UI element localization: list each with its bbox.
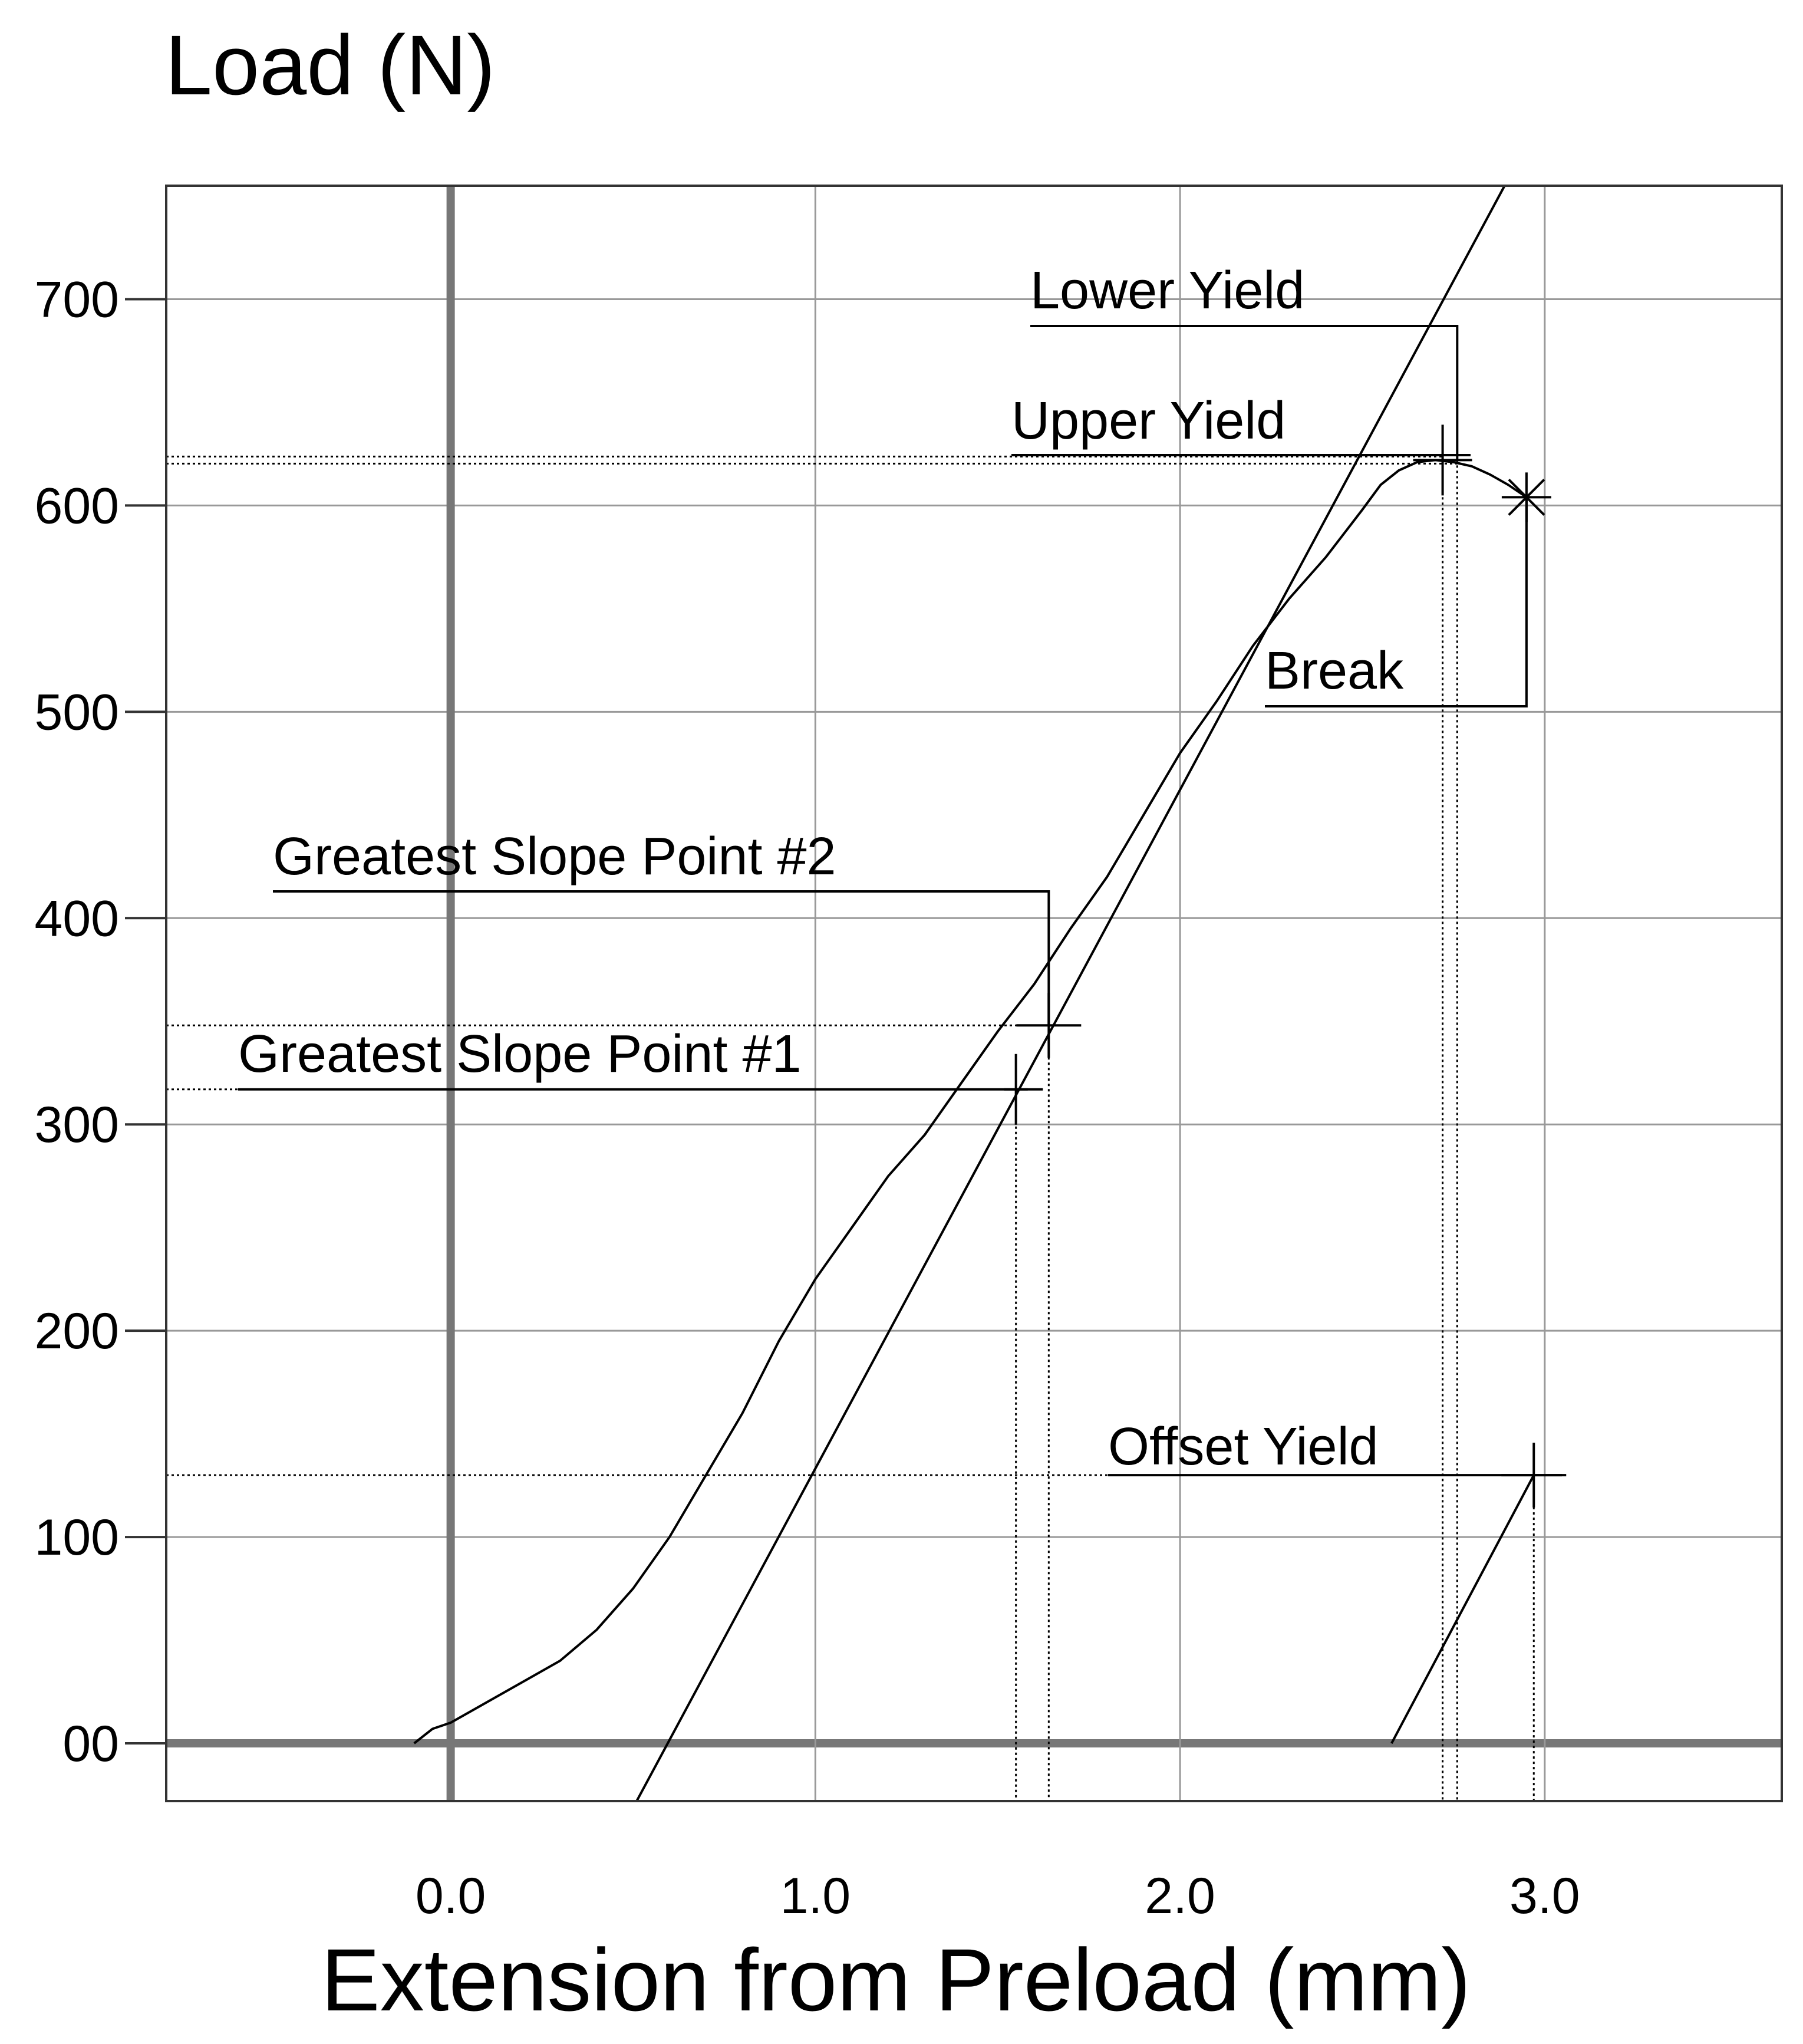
y-tick-label: 00 xyxy=(62,1716,119,1772)
offset-yield-marker xyxy=(1501,1443,1567,1508)
x-axis-label: Extension from Preload (mm) xyxy=(321,1930,1471,2029)
x-tick-label: 1.0 xyxy=(780,1868,851,1924)
y-tick-label: 700 xyxy=(35,271,120,328)
break-marker xyxy=(1501,472,1551,522)
annotation-lower-yield: Lower Yield xyxy=(1030,261,1304,320)
annotation-greatest-slope-point-2: Greatest Slope Point #2 xyxy=(273,827,836,886)
gsp2-marker xyxy=(1016,993,1082,1058)
x-tick-label: 0.0 xyxy=(416,1868,486,1924)
annotation-break: Break xyxy=(1265,641,1404,700)
y-tick-label: 100 xyxy=(35,1509,120,1566)
annotation-leaders xyxy=(166,325,1562,1801)
load-extension-curve xyxy=(413,459,1528,1745)
annotation-offset-yield: Offset Yield xyxy=(1108,1417,1379,1476)
y-axis-label: Load (N) xyxy=(165,18,495,113)
x-tick-label: 2.0 xyxy=(1145,1868,1215,1924)
y-tick-label: 500 xyxy=(35,684,120,740)
upper-yield-marker xyxy=(1413,424,1472,496)
offset-reference-line xyxy=(1390,1474,1535,1744)
y-tick-label: 400 xyxy=(35,890,120,947)
x-tick-labels: 0.0 1.0 2.0 3.0 xyxy=(416,1868,1580,1924)
gsp2-leader xyxy=(273,890,1050,1026)
y-tick-labels: 00 100 200 300 400 500 600 700 xyxy=(35,271,120,1772)
break-marker-d2 xyxy=(1508,478,1545,516)
x-tick-label: 3.0 xyxy=(1509,1868,1580,1924)
plot-frame xyxy=(165,185,1783,1802)
lower-yield-leader xyxy=(1030,325,1459,460)
markers xyxy=(1004,424,1567,1508)
gsp1-marker xyxy=(1004,1054,1028,1125)
y-tick-label: 300 xyxy=(35,1097,120,1153)
y-tick-label: 200 xyxy=(35,1303,120,1360)
grid-lines xyxy=(125,186,1782,1801)
break-leader xyxy=(1265,497,1528,707)
annotation-greatest-slope-point-1: Greatest Slope Point #1 xyxy=(238,1025,802,1084)
y-tick-label: 600 xyxy=(35,478,120,534)
annotation-upper-yield: Upper Yield xyxy=(1011,391,1285,450)
